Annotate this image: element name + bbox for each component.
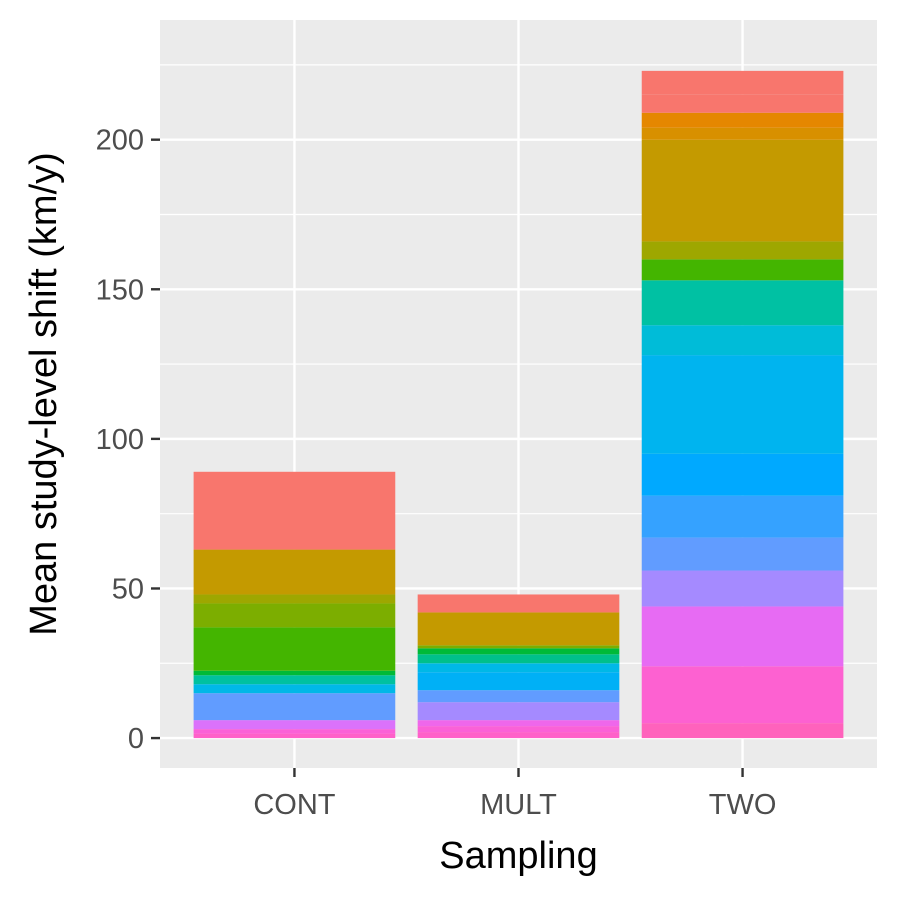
bar-segment (193, 549, 396, 595)
y-axis-title: Mean study-level shift (km/y) (23, 152, 65, 636)
bar-segment (193, 594, 396, 604)
bar-segment (641, 453, 844, 496)
x-tick-label: CONT (253, 789, 335, 821)
y-tick-label: 50 (112, 573, 144, 605)
bar-segment (193, 684, 396, 694)
bar-segment (193, 675, 396, 685)
bar-segment (641, 280, 844, 326)
bar-segment (641, 241, 844, 260)
x-tick-label: MULT (480, 789, 557, 821)
bar-segment (641, 70, 844, 95)
bar-segment (641, 570, 844, 607)
bar-segment (417, 690, 620, 703)
bar-segment (417, 732, 620, 739)
bar-segment (641, 112, 844, 128)
bar-segment (417, 645, 620, 649)
y-tick-label: 100 (96, 424, 144, 456)
bar-segment (417, 702, 620, 721)
bar-segment (641, 139, 844, 242)
bar-segment (641, 537, 844, 571)
bar-segment (641, 495, 844, 538)
x-axis: CONT MULT TWO (253, 768, 776, 821)
bars (193, 70, 844, 739)
bar-segment (417, 594, 620, 613)
bar-segment (417, 648, 620, 655)
bar-segment (193, 603, 396, 628)
y-tick-label: 0 (128, 723, 144, 755)
bar-segment (641, 355, 844, 454)
bar-segment (193, 720, 396, 730)
bar-cont (193, 471, 396, 739)
y-tick-label: 150 (96, 274, 144, 306)
bar-segment (193, 733, 396, 739)
bar-segment (417, 672, 620, 691)
bar-segment (641, 723, 844, 739)
bar-segment (641, 127, 844, 140)
bar-two (641, 70, 844, 739)
bar-segment (193, 729, 396, 734)
bar-segment (417, 663, 620, 673)
bar-segment (193, 693, 396, 721)
x-tick-label: TWO (709, 789, 777, 821)
bar-segment (417, 654, 620, 664)
bar-segment (641, 666, 844, 724)
bar-segment (417, 720, 620, 727)
bar-mult (417, 594, 620, 739)
x-axis-title: Sampling (439, 835, 597, 877)
bar-segment (193, 670, 396, 676)
bar-segment (641, 94, 844, 113)
bar-segment (193, 471, 396, 550)
bar-segment (641, 325, 844, 356)
y-axis: 0 50 100 150 200 (96, 125, 160, 755)
bar-segment (417, 612, 620, 646)
y-tick-label: 200 (96, 125, 144, 157)
bar-segment (641, 606, 844, 667)
bar-segment (641, 259, 844, 281)
bar-segment (193, 627, 396, 671)
bar-segment (417, 726, 620, 733)
